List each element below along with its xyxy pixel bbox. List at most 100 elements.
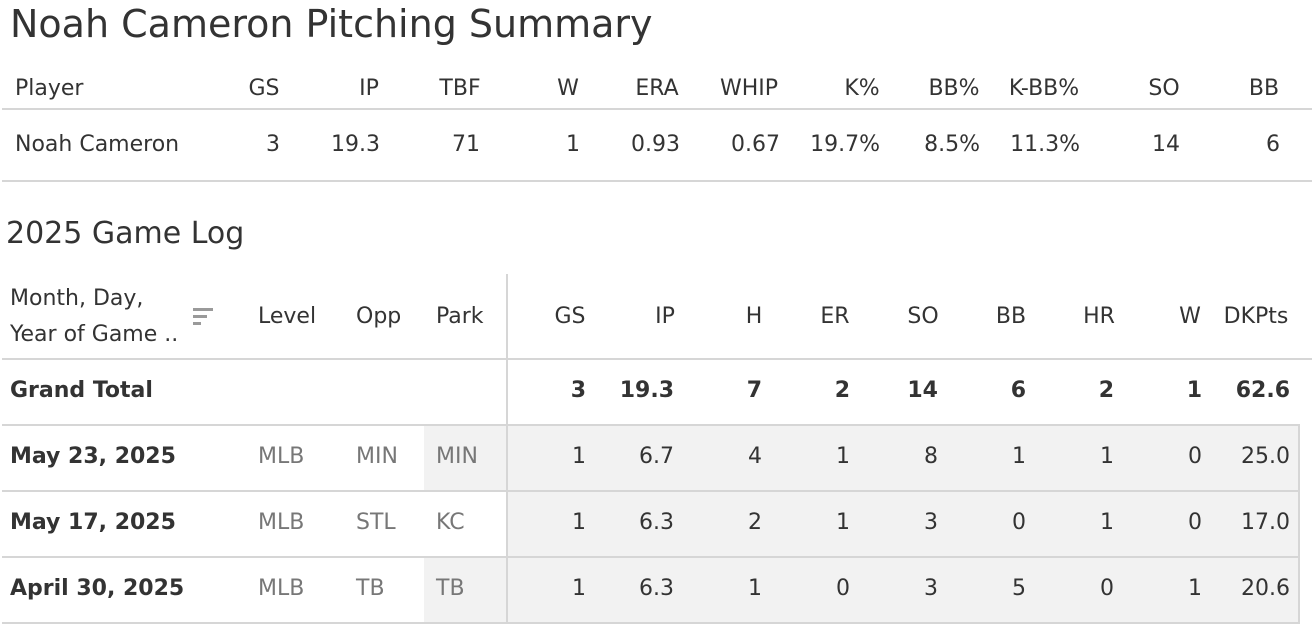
summary-so: 14: [1152, 132, 1180, 157]
col-header-bb-pct[interactable]: BB%: [928, 76, 980, 101]
total-hr: 2: [1098, 378, 1114, 403]
row-divider: [2, 424, 1300, 426]
table-right-edge: [1298, 424, 1300, 624]
row-level: MLB: [258, 510, 305, 535]
col-header-whip[interactable]: WHIP: [719, 76, 779, 101]
total-so: 14: [907, 378, 938, 403]
col-header-hr[interactable]: HR: [1083, 304, 1115, 329]
row-w: 0: [1188, 444, 1202, 469]
sort-descending-icon[interactable]: [192, 306, 216, 326]
grand-total-label: Grand Total: [10, 378, 153, 403]
col-header-er[interactable]: ER: [820, 304, 850, 329]
row-opp: TB: [356, 576, 385, 601]
summary-tbf: 71: [452, 132, 480, 157]
col-header-bb[interactable]: BB: [1248, 76, 1280, 101]
col-header-player[interactable]: Player: [15, 76, 84, 101]
row-park: MIN: [436, 444, 478, 469]
summary-w: 1: [566, 132, 580, 157]
total-er: 2: [834, 378, 850, 403]
row-park: KC: [436, 510, 465, 535]
col-header-k-bb-pct[interactable]: K-BB%: [1008, 76, 1080, 101]
game-log-title: 2025 Game Log: [6, 216, 245, 251]
summary-ip: 19.3: [331, 132, 380, 157]
total-bb: 6: [1010, 378, 1026, 403]
summary-player-name: Noah Cameron: [15, 132, 180, 157]
summary-era: 0.93: [631, 132, 680, 157]
row-hr: 1: [1100, 444, 1114, 469]
row-level: MLB: [258, 444, 305, 469]
row-divider: [2, 490, 1300, 492]
row-ip: 6.3: [639, 510, 674, 535]
row-bb: 1: [1012, 444, 1026, 469]
row-so: 3: [924, 576, 938, 601]
row-ip: 6.3: [639, 576, 674, 601]
total-dkpts: 62.6: [1235, 378, 1290, 403]
row-opp: MIN: [356, 444, 398, 469]
row-so: 8: [924, 444, 938, 469]
row-bb: 0: [1012, 510, 1026, 535]
col-header-date-line2[interactable]: Year of Game ..: [10, 322, 179, 347]
park-cell-shade: [424, 426, 508, 490]
col-header-park[interactable]: Park: [436, 304, 484, 329]
summary-k-pct: 19.7%: [810, 132, 880, 157]
numeric-cell-shade: [508, 426, 1298, 490]
total-h: 7: [746, 378, 762, 403]
row-ip: 6.7: [639, 444, 674, 469]
dimension-measure-divider: [506, 274, 508, 624]
col-header-gs[interactable]: GS: [248, 76, 280, 101]
col-header-so[interactable]: SO: [1148, 76, 1180, 101]
row-h: 1: [748, 576, 762, 601]
row-h: 2: [748, 510, 762, 535]
row-dkpts: 25.0: [1241, 444, 1290, 469]
row-level: MLB: [258, 576, 305, 601]
row-divider: [2, 622, 1300, 624]
row-so: 3: [924, 510, 938, 535]
col-header-k-pct[interactable]: K%: [844, 76, 880, 101]
row-date: May 17, 2025: [10, 510, 176, 535]
page-title: Noah Cameron Pitching Summary: [10, 2, 653, 46]
park-cell-shade: [424, 558, 508, 622]
row-park: TB: [436, 576, 465, 601]
row-date: April 30, 2025: [10, 576, 185, 601]
row-er: 1: [836, 510, 850, 535]
numeric-cell-shade: [508, 558, 1298, 622]
total-w: 1: [1186, 378, 1202, 403]
row-er: 1: [836, 444, 850, 469]
col-header-w[interactable]: W: [1179, 304, 1201, 329]
col-header-ip[interactable]: IP: [655, 304, 675, 329]
row-dkpts: 17.0: [1241, 510, 1290, 535]
row-hr: 1: [1100, 510, 1114, 535]
col-header-dkpts[interactable]: DKPts: [1223, 304, 1289, 329]
row-w: 0: [1188, 510, 1202, 535]
col-header-ip[interactable]: IP: [359, 76, 379, 101]
row-divider: [2, 556, 1300, 558]
col-header-h[interactable]: H: [745, 304, 763, 329]
col-header-era[interactable]: ERA: [635, 76, 679, 101]
col-header-so[interactable]: SO: [907, 304, 939, 329]
row-bb: 5: [1012, 576, 1026, 601]
summary-bottom-divider: [2, 180, 1312, 182]
summary-k-bb-pct: 11.3%: [1010, 132, 1080, 157]
col-header-bb[interactable]: BB: [995, 304, 1027, 329]
row-h: 4: [748, 444, 762, 469]
col-header-w[interactable]: W: [557, 76, 579, 101]
row-w: 1: [1188, 576, 1202, 601]
col-header-gs[interactable]: GS: [554, 304, 586, 329]
row-hr: 0: [1100, 576, 1114, 601]
row-gs: 1: [572, 576, 586, 601]
game-log-header-divider: [2, 358, 1312, 360]
col-header-date-line1[interactable]: Month, Day,: [10, 286, 144, 311]
col-header-tbf[interactable]: TBF: [439, 76, 481, 101]
numeric-cell-shade: [508, 492, 1298, 556]
total-gs: 3: [570, 378, 586, 403]
col-header-opp[interactable]: Opp: [356, 304, 402, 329]
summary-whip: 0.67: [731, 132, 780, 157]
summary-gs: 3: [266, 132, 280, 157]
row-opp: STL: [356, 510, 396, 535]
row-date: May 23, 2025: [10, 444, 176, 469]
row-gs: 1: [572, 510, 586, 535]
col-header-level[interactable]: Level: [258, 304, 317, 329]
total-ip: 19.3: [619, 378, 674, 403]
row-er: 0: [836, 576, 850, 601]
row-dkpts: 20.6: [1241, 576, 1290, 601]
